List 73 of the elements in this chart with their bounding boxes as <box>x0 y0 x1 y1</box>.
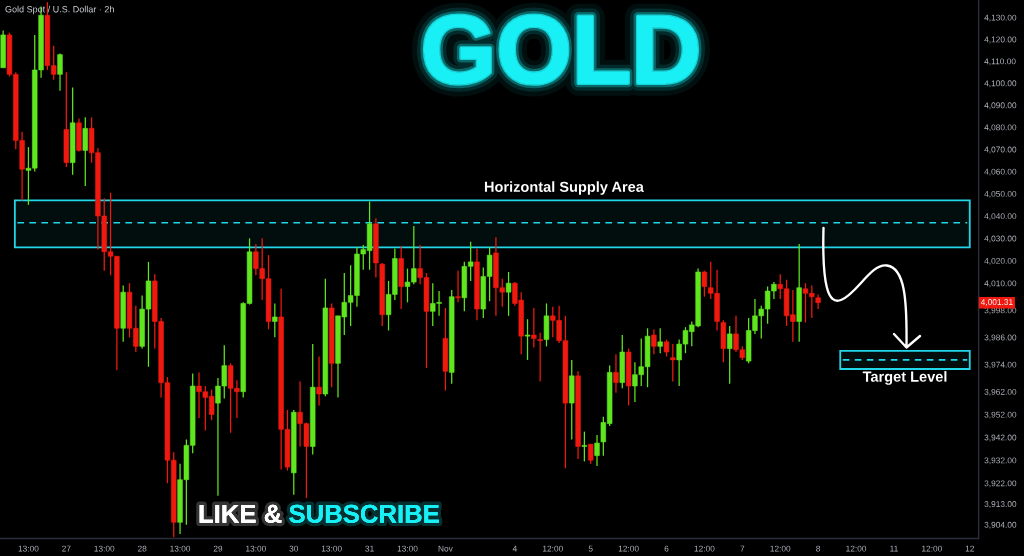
x-tick-label: 13:00 <box>246 545 266 552</box>
candlestick <box>588 443 594 465</box>
candlestick <box>651 328 657 355</box>
y-tick-label: 4,020.00 <box>984 257 1017 265</box>
x-tick-label: 13:00 <box>94 545 115 552</box>
candlestick <box>524 318 531 361</box>
x-tick-label: 29 <box>213 545 223 552</box>
x-tick-label: 28 <box>137 545 147 552</box>
candlestick <box>57 52 63 92</box>
candlestick <box>537 332 543 383</box>
x-tick-label: 8 <box>816 545 821 552</box>
band-label: Target Level <box>862 371 947 385</box>
candlestick <box>455 270 461 303</box>
candlestick <box>670 343 676 383</box>
y-tick-label: 3,942.00 <box>984 434 1017 442</box>
x-tick-label: 4 <box>512 545 517 552</box>
candlestick <box>657 327 663 354</box>
y-tick-label: 3,998.00 <box>984 307 1017 315</box>
chart-title: GOLD <box>424 15 698 85</box>
y-tick-label: 3,962.00 <box>984 388 1017 396</box>
candlestick <box>543 302 550 347</box>
candlestick <box>613 353 619 394</box>
x-tick-label: 12 <box>965 545 974 552</box>
candlestick <box>581 430 588 462</box>
x-tick-label: 13:00 <box>321 545 342 552</box>
y-tick-label: 3,904.00 <box>984 521 1017 529</box>
y-tick-label: 4,010.00 <box>984 280 1017 288</box>
x-tick-label: 13:00 <box>18 545 39 552</box>
x-tick-label: 13:00 <box>170 545 191 552</box>
y-tick-label: 4,050.00 <box>984 190 1017 198</box>
candlestick <box>815 293 821 310</box>
candlestick <box>82 116 88 187</box>
annotation: LIKE & <box>199 504 282 523</box>
y-tick-label: 3,913.00 <box>984 501 1017 508</box>
candlestick <box>727 325 733 385</box>
y-tick-label: 4,080.00 <box>984 124 1017 132</box>
y-tick-label: 4,100.00 <box>984 80 1017 88</box>
y-tick-label: 4,040.00 <box>984 213 1017 221</box>
x-tick-label: 12:00 <box>922 545 942 552</box>
x-tick-label: 6 <box>664 545 669 552</box>
x-tick-label: 5 <box>588 545 593 552</box>
y-tick-label: 3,986.00 <box>984 334 1017 342</box>
annotation: 4,001.31 <box>980 299 1013 306</box>
y-tick-label: 3,974.00 <box>984 361 1017 369</box>
x-tick-label: 12:00 <box>846 545 867 552</box>
y-tick-label: 3,952.00 <box>984 411 1017 419</box>
band-label: Horizontal Supply Area <box>484 181 644 195</box>
annotation: SUBSCRIBE <box>289 504 439 523</box>
x-tick-label: 12:00 <box>694 545 715 552</box>
x-tick-label: 31 <box>365 545 374 552</box>
x-tick-label: 27 <box>62 545 71 552</box>
candlestick <box>316 355 322 407</box>
x-tick-label: 12:00 <box>770 545 791 552</box>
y-tick-label: 4,030.00 <box>984 235 1017 243</box>
x-tick-label: 12:00 <box>618 545 639 552</box>
y-tick-label: 4,110.00 <box>984 58 1016 66</box>
x-tick-label: 11 <box>890 545 898 552</box>
x-tick-label: 12:00 <box>543 545 563 552</box>
y-tick-label: 3,922.00 <box>984 480 1017 488</box>
candlestick <box>531 307 537 349</box>
y-tick-label: 4,070.00 <box>984 146 1017 154</box>
candlestick <box>272 302 278 338</box>
x-tick-label: Nov <box>438 545 453 552</box>
x-tick-label: 13:00 <box>397 545 418 552</box>
y-tick-label: 4,060.00 <box>984 168 1017 176</box>
x-tick-label: 7 <box>740 545 745 552</box>
x-tick-label: 30 <box>289 545 299 552</box>
y-tick-label: 4,120.00 <box>984 36 1017 44</box>
candlestick <box>701 270 708 298</box>
y-tick-label: 3,932.00 <box>984 457 1017 465</box>
y-tick-label: 4,130.00 <box>984 14 1017 22</box>
candlestick <box>505 271 512 317</box>
y-tick-label: 4,090.00 <box>984 102 1017 110</box>
